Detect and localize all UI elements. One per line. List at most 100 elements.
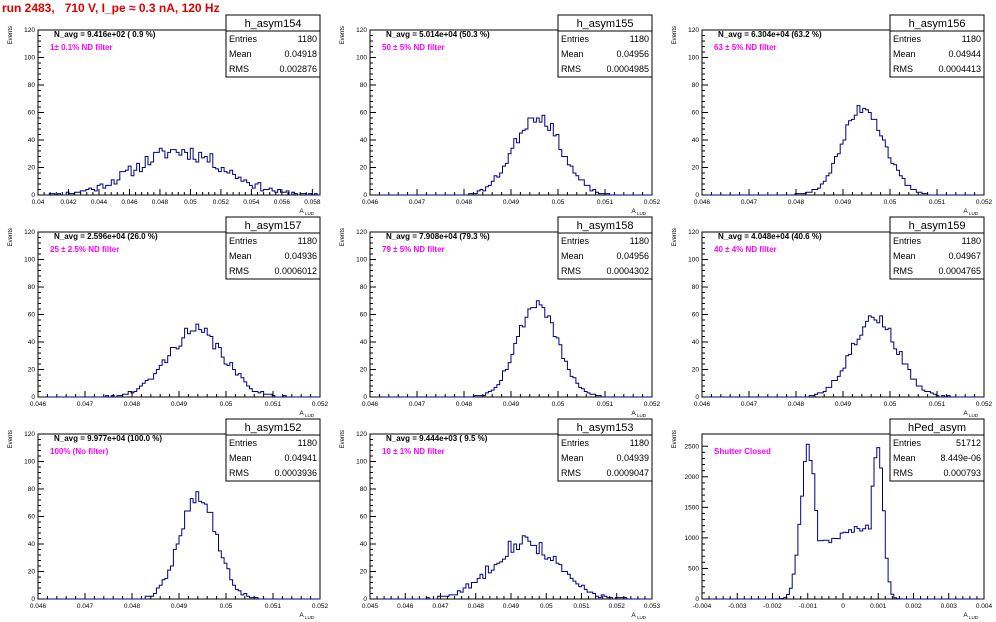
stats-box-frame [225, 14, 321, 78]
x-tick-label: 0.003 [941, 603, 958, 610]
stats-value: 0.04941 [284, 453, 317, 463]
y-tick-label: 40 [28, 339, 36, 346]
x-tick-label: 0.049 [835, 401, 852, 408]
page-title: run 2483, 710 V, I_pe ≈ 0.3 nA, 120 Hz [2, 1, 220, 15]
x-tick-label: 0.052 [976, 401, 993, 408]
n-avg-label: N_avg = 9.416e+02 ( 0.9 %) [54, 30, 156, 39]
y-tick-label: 60 [28, 110, 36, 117]
y-tick-label: 80 [28, 284, 36, 291]
y-tick-label: 120 [688, 229, 699, 236]
x-tick-label: 0.05 [220, 401, 233, 408]
histogram-panel: 0.046 0.047 0.048 0.049 0.05 0.051 0.052 0 20 40 6… [8, 216, 329, 418]
y-tick-label: 40 [692, 339, 700, 346]
stats-value: 0.04936 [284, 251, 317, 261]
stats-label: Mean [893, 251, 916, 261]
stats-box-frame [557, 216, 653, 280]
x-tick-label: 0.051 [597, 199, 614, 206]
stats-value: 0.04939 [616, 453, 649, 463]
stats-value: 1180 [298, 34, 317, 44]
plot-area: 0.046 0.047 0.048 0.049 0.05 0.051 0.052 0 20 40 6… [672, 228, 993, 418]
stats-label: Entries [229, 236, 258, 246]
histogram-line [370, 535, 652, 600]
stats-label: RMS [893, 266, 913, 276]
y-tick-label: 0 [695, 394, 699, 401]
x-tick-label: 0.047 [432, 603, 449, 610]
stats-box: h_asym153 Entries 1180 Mean 0.04939 RMS 0.0009… [557, 418, 653, 482]
y-tick-label: 20 [28, 165, 36, 172]
x-tick-label: -0.003 [728, 603, 747, 610]
histogram-line [38, 323, 320, 398]
filter-label: 1± 0.1% ND filter [50, 43, 113, 52]
y-tick-label: 20 [692, 367, 700, 374]
stats-label: RMS [893, 468, 913, 478]
x-tick-label: 0.047 [741, 199, 758, 206]
histogram-name: h_asym158 [577, 220, 634, 232]
y-axis-label: Events [8, 26, 14, 44]
stats-box-frame [225, 418, 321, 482]
stats-label: Entries [893, 236, 922, 246]
plot-area: 0.04 0.042 0.044 0.046 0.048 0.05 0.052 0.054 0.… [8, 26, 321, 216]
histogram-panel: 0.045 0.046 0.047 0.048 0.049 0.05 0.051 0.052 0… [340, 418, 661, 620]
y-tick-label: 100 [24, 459, 35, 466]
y-tick-label: 20 [28, 569, 36, 576]
y-tick-label: 1500 [685, 505, 700, 512]
stats-box: h_asym155 Entries 1180 Mean 0.04956 RMS 0.0004… [557, 14, 653, 78]
n-avg-label: N_avg = 6.304e+04 (63.2 %) [718, 30, 822, 39]
histogram-line [702, 443, 984, 600]
x-tick-label: 0.046 [30, 603, 47, 610]
y-tick-label: 100 [356, 459, 367, 466]
stats-box: h_asym157 Entries 1180 Mean 0.04936 RMS 0.0006… [225, 216, 321, 280]
filter-label: 63 ± 5% ND filter [714, 43, 777, 52]
y-tick-label: 80 [692, 284, 700, 291]
stats-box: h_asym158 Entries 1180 Mean 0.04956 RMS 0.0004… [557, 216, 653, 280]
y-tick-label: 20 [28, 367, 36, 374]
x-tick-label: -0.004 [693, 603, 712, 610]
y-tick-label: 120 [356, 431, 367, 438]
x-tick-label: 0.051 [265, 603, 282, 610]
stats-box-frame [889, 14, 985, 78]
stats-label: Entries [561, 236, 590, 246]
stats-label: RMS [561, 64, 581, 74]
x-tick-label: 0.052 [644, 401, 661, 408]
y-tick-label: 40 [360, 541, 368, 548]
y-tick-label: 20 [360, 165, 368, 172]
stats-box: hPed_asym Entries 51712 Mean 8.449e-06 RMS 0.0… [889, 418, 985, 482]
x-tick-label: 0.051 [573, 603, 590, 610]
plot-area: -0.004 -0.003 -0.002 -0.001 0 0.001 0.002 0.003… [672, 430, 993, 620]
y-tick-label: 60 [28, 312, 36, 319]
y-tick-label: 100 [24, 257, 35, 264]
y-tick-label: 500 [688, 566, 699, 573]
x-axis-label: A LUD [963, 410, 978, 418]
y-tick-label: 80 [692, 82, 700, 89]
x-axis-label-subscript: LUD [304, 413, 315, 418]
x-axis-label-subscript: LUD [968, 211, 979, 216]
stats-label: RMS [561, 468, 581, 478]
y-tick-label: 60 [692, 312, 700, 319]
stats-box: h_asym156 Entries 1180 Mean 0.04944 RMS 0.0004… [889, 14, 985, 78]
x-tick-label: 0.046 [397, 603, 414, 610]
stats-label: RMS [229, 468, 249, 478]
stats-value: 0.04918 [284, 49, 317, 59]
y-tick-label: 40 [692, 137, 700, 144]
stats-value: 0.0009047 [606, 468, 649, 478]
stats-value: 0.0006012 [274, 266, 317, 276]
x-tick-label: 0.047 [409, 199, 426, 206]
n-avg-label: N_avg = 4.048e+04 (40.6 %) [718, 232, 822, 241]
x-axis-label: A LUD [631, 612, 646, 620]
x-tick-label: 0.045 [362, 603, 379, 610]
y-tick-label: 0 [31, 192, 35, 199]
stats-value: 0.04944 [948, 49, 981, 59]
y-tick-label: 1000 [685, 535, 700, 542]
x-tick-label: 0.046 [121, 199, 138, 206]
stats-label: RMS [229, 64, 249, 74]
stats-value: 0.002876 [279, 64, 317, 74]
stats-label: RMS [893, 64, 913, 74]
stats-value: 0.04956 [616, 251, 649, 261]
y-tick-label: 80 [28, 486, 36, 493]
y-tick-label: 0 [363, 394, 367, 401]
filter-label: 50 ± 5% ND filter [382, 43, 445, 52]
histogram-panel: 0.04 0.042 0.044 0.046 0.048 0.05 0.052 0.054 0.… [8, 14, 321, 216]
plot-area: 0.046 0.047 0.048 0.049 0.05 0.051 0.052 0 20 40 6… [672, 26, 993, 216]
x-tick-label: -0.001 [799, 603, 818, 610]
y-tick-label: 0 [363, 192, 367, 199]
